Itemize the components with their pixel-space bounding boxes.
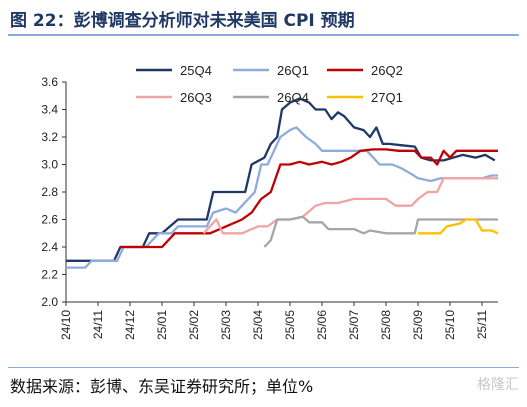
series-line-25q4	[66, 97, 496, 262]
series-line-26q3	[202, 177, 498, 235]
watermark-logo: 格隆汇	[477, 377, 519, 393]
x-tick-label: 24/11	[91, 310, 105, 339]
x-tick-label: 25/09	[411, 310, 425, 340]
x-tick-label: 25/06	[315, 310, 329, 340]
y-tick-label: 2.6	[41, 213, 58, 227]
x-tick-label: 24/12	[123, 310, 137, 340]
legend-label-26q1: 26Q1	[277, 63, 309, 78]
y-tick-label: 3.4	[41, 103, 58, 117]
y-tick-label: 2.2	[41, 268, 58, 282]
source-note: 数据来源：彭博、东吴证券研究所；单位%	[10, 377, 314, 396]
cpi-expectations-chart: 2.0 2.2 2.4 2.6 2.8 3.0 3.2 3.4 3.6 24/10 24/11 24/…	[41, 63, 499, 340]
y-tick-label: 2.0	[41, 295, 58, 309]
legend-label-26q3: 26Q3	[180, 90, 212, 105]
x-tick-label: 24/10	[59, 310, 73, 340]
y-tick-label: 3.6	[41, 75, 58, 89]
y-tick-label: 3.2	[41, 130, 58, 144]
series-line-26q2	[120, 148, 498, 249]
series-line-27q1	[418, 218, 499, 235]
y-tick-label: 2.8	[41, 185, 58, 199]
legend-label-25q4: 25Q4	[180, 63, 212, 78]
x-tick-label: 25/02	[187, 310, 201, 340]
y-tick-label: 3.0	[41, 158, 58, 172]
x-tick-label: 25/11	[475, 310, 489, 339]
figure-title: 图 22：彭博调查分析师对未来美国 CPI 预期	[10, 11, 355, 31]
source-divider	[8, 367, 519, 368]
x-tick-label: 25/01	[155, 310, 169, 340]
series-line-26q1	[66, 126, 498, 269]
legend-label-26q4: 26Q4	[277, 90, 309, 105]
x-tick-label: 25/05	[283, 310, 297, 340]
x-tick-label: 25/10	[443, 310, 457, 340]
title-divider	[8, 34, 519, 36]
legend-label-27q1: 27Q1	[371, 90, 403, 105]
x-tick-label: 25/07	[347, 310, 361, 340]
series-line-26q4	[263, 215, 498, 248]
y-tick-label: 2.4	[41, 240, 58, 254]
legend-label-26q2: 26Q2	[371, 63, 403, 78]
x-tick-label: 25/03	[219, 310, 233, 340]
x-tick-label: 25/04	[251, 310, 265, 340]
x-tick-label: 25/08	[379, 310, 393, 340]
